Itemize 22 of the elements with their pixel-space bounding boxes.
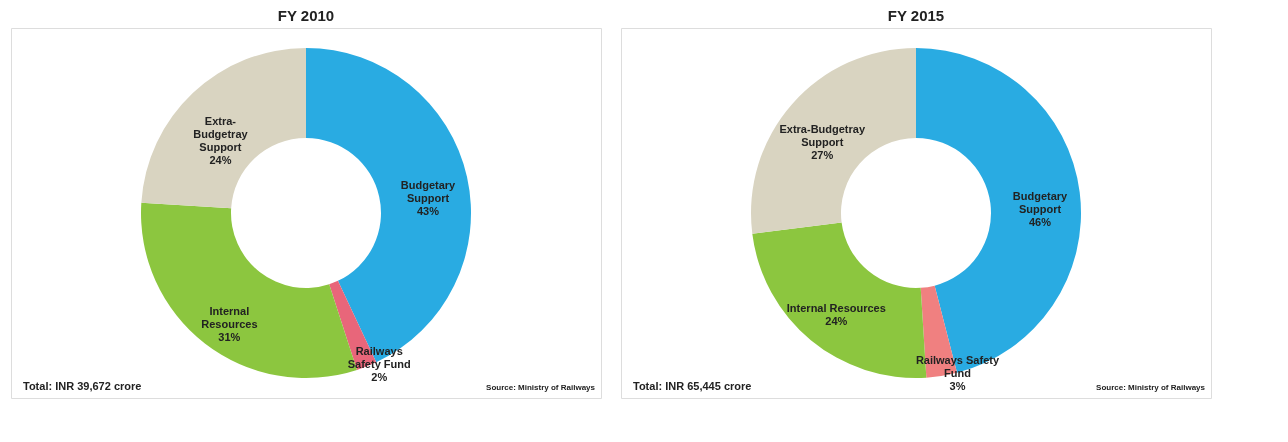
donut-slice: [751, 48, 916, 234]
chart-title: FY 2010: [277, 7, 335, 24]
slice-label: Extra-Budgetray Support: [779, 123, 866, 149]
slice-label: Internal Resources: [786, 302, 886, 315]
slice-label: Extra- Budgetray Support: [193, 114, 249, 153]
slice-label: Budgetary Support: [1012, 190, 1069, 216]
data-label: 3%: [949, 380, 966, 393]
data-label: 24%: [825, 315, 848, 328]
data-label: 46%: [1029, 216, 1052, 229]
data-label: 27%: [811, 149, 834, 162]
text: Total: INR 39,672 crore: [23, 380, 142, 392]
data-label: 24%: [209, 153, 232, 166]
donut-slice: [141, 48, 306, 209]
slice-label: Internal Resources: [201, 304, 258, 330]
data-label: 43%: [416, 204, 440, 217]
source-note: Source: Ministry of Railways: [1096, 383, 1206, 392]
text: Total: INR 65,445 crore: [633, 380, 752, 392]
slice-label: Budgetary Support: [400, 178, 457, 204]
chart-title: FY 2015: [887, 7, 945, 24]
data-label: 2%: [371, 371, 388, 384]
data-label: 31%: [218, 330, 241, 343]
source-note: Source: Ministry of Railways: [486, 383, 596, 392]
